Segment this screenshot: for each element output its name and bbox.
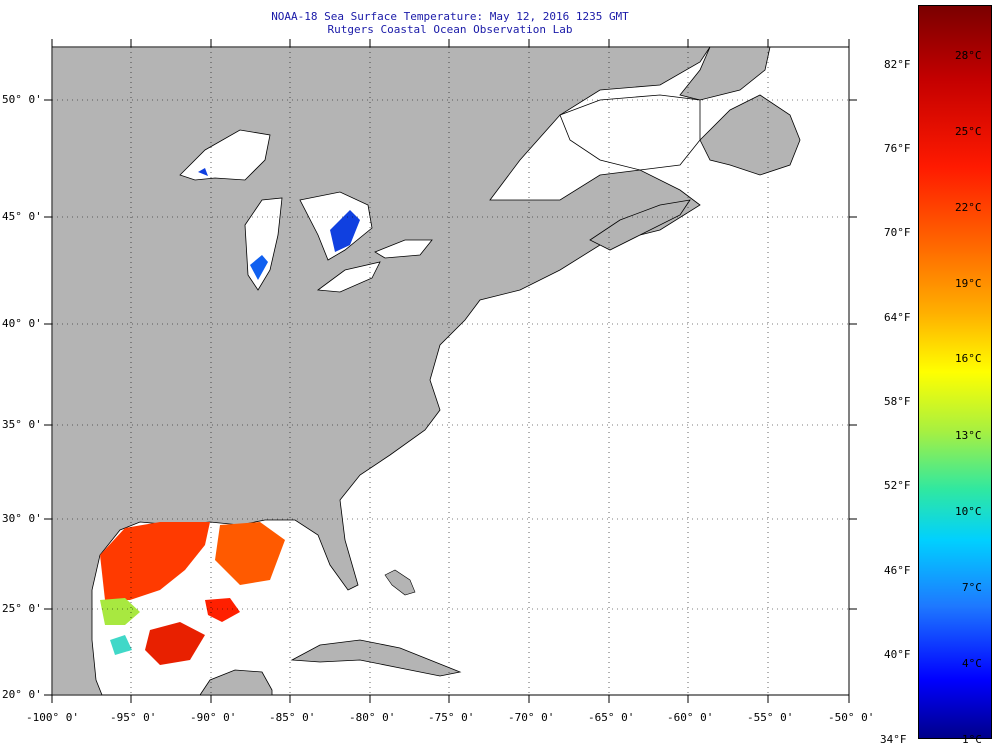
map-title: NOAA-18 Sea Surface Temperature: May 12,…	[271, 10, 629, 23]
lon-label: -70° 0'	[508, 711, 555, 724]
lat-label: 45° 0'	[2, 210, 42, 223]
colorbar-f-label: 70°F	[884, 226, 911, 239]
colorbar-c-label: 7°C	[962, 581, 982, 594]
sst-warm-patch-central-gulf	[215, 522, 285, 585]
lat-label: 20° 0'	[2, 688, 42, 701]
temperature-colorbar	[918, 5, 992, 739]
colorbar-c-label: 4°C	[962, 657, 982, 670]
lat-label: 35° 0'	[2, 418, 42, 431]
colorbar-f-label: 52°F	[884, 479, 911, 492]
lon-label: -65° 0'	[588, 711, 635, 724]
map-subtitle: Rutgers Coastal Ocean Observation Lab	[327, 23, 573, 36]
land-north-america	[51, 46, 711, 696]
sst-cool-patch-west-gulf-2	[110, 635, 132, 655]
colorbar-f-label: 40°F	[884, 648, 911, 661]
gulf-st-lawrence	[559, 94, 701, 171]
lat-label: 40° 0'	[2, 317, 42, 330]
cold-water-michigan	[250, 255, 268, 280]
lat-label: 30° 0'	[2, 512, 42, 525]
land-newfoundland	[699, 94, 801, 176]
land-yucatan	[199, 669, 273, 696]
sst-warm-patch-mid	[205, 598, 240, 622]
colorbar-c-label: 28°C	[955, 49, 982, 62]
land-cuba	[290, 639, 462, 677]
cold-water-superior	[198, 168, 208, 176]
colorbar-c-label: 19°C	[955, 277, 982, 290]
colorbar-f-label: 64°F	[884, 311, 911, 324]
lon-label: -90° 0'	[190, 711, 237, 724]
lon-label: -80° 0'	[349, 711, 396, 724]
lon-label: -100° 0'	[26, 711, 79, 724]
colorbar-c-label: 16°C	[955, 352, 982, 365]
lat-label: 50° 0'	[2, 93, 42, 106]
lon-label: -85° 0'	[269, 711, 316, 724]
land-labrador	[679, 46, 771, 101]
land-bahamas	[384, 569, 416, 596]
lon-label: -55° 0'	[747, 711, 794, 724]
lon-label: -75° 0'	[428, 711, 475, 724]
grid-meridians	[130, 47, 769, 695]
sst-warm-patch-south-gulf	[145, 622, 205, 665]
lake-erie	[316, 261, 381, 293]
lat-label: 25° 0'	[2, 602, 42, 615]
lon-label: -60° 0'	[667, 711, 714, 724]
colorbar-c-label: 10°C	[955, 505, 982, 518]
colorbar-c-label: 25°C	[955, 125, 982, 138]
cold-water-huron	[330, 210, 360, 252]
colorbar-c-label: 1°C	[962, 733, 982, 746]
sst-warm-patch-north-gulf	[100, 522, 210, 600]
sst-cool-patch-west-gulf	[100, 598, 140, 625]
colorbar-f-label: 46°F	[884, 564, 911, 577]
lake-ontario	[374, 239, 433, 259]
colorbar-f-label: 76°F	[884, 142, 911, 155]
colorbar-f-label: 34°F	[880, 733, 907, 746]
lake-superior	[179, 129, 271, 181]
land-nova-scotia	[589, 199, 691, 251]
frame-ticks	[44, 39, 857, 703]
colorbar-c-label: 22°C	[955, 201, 982, 214]
lon-label: -50° 0'	[828, 711, 875, 724]
colorbar-c-label: 13°C	[955, 429, 982, 442]
colorbar-f-label: 58°F	[884, 395, 911, 408]
lon-label: -95° 0'	[110, 711, 157, 724]
colorbar-f-label: 82°F	[884, 58, 911, 71]
